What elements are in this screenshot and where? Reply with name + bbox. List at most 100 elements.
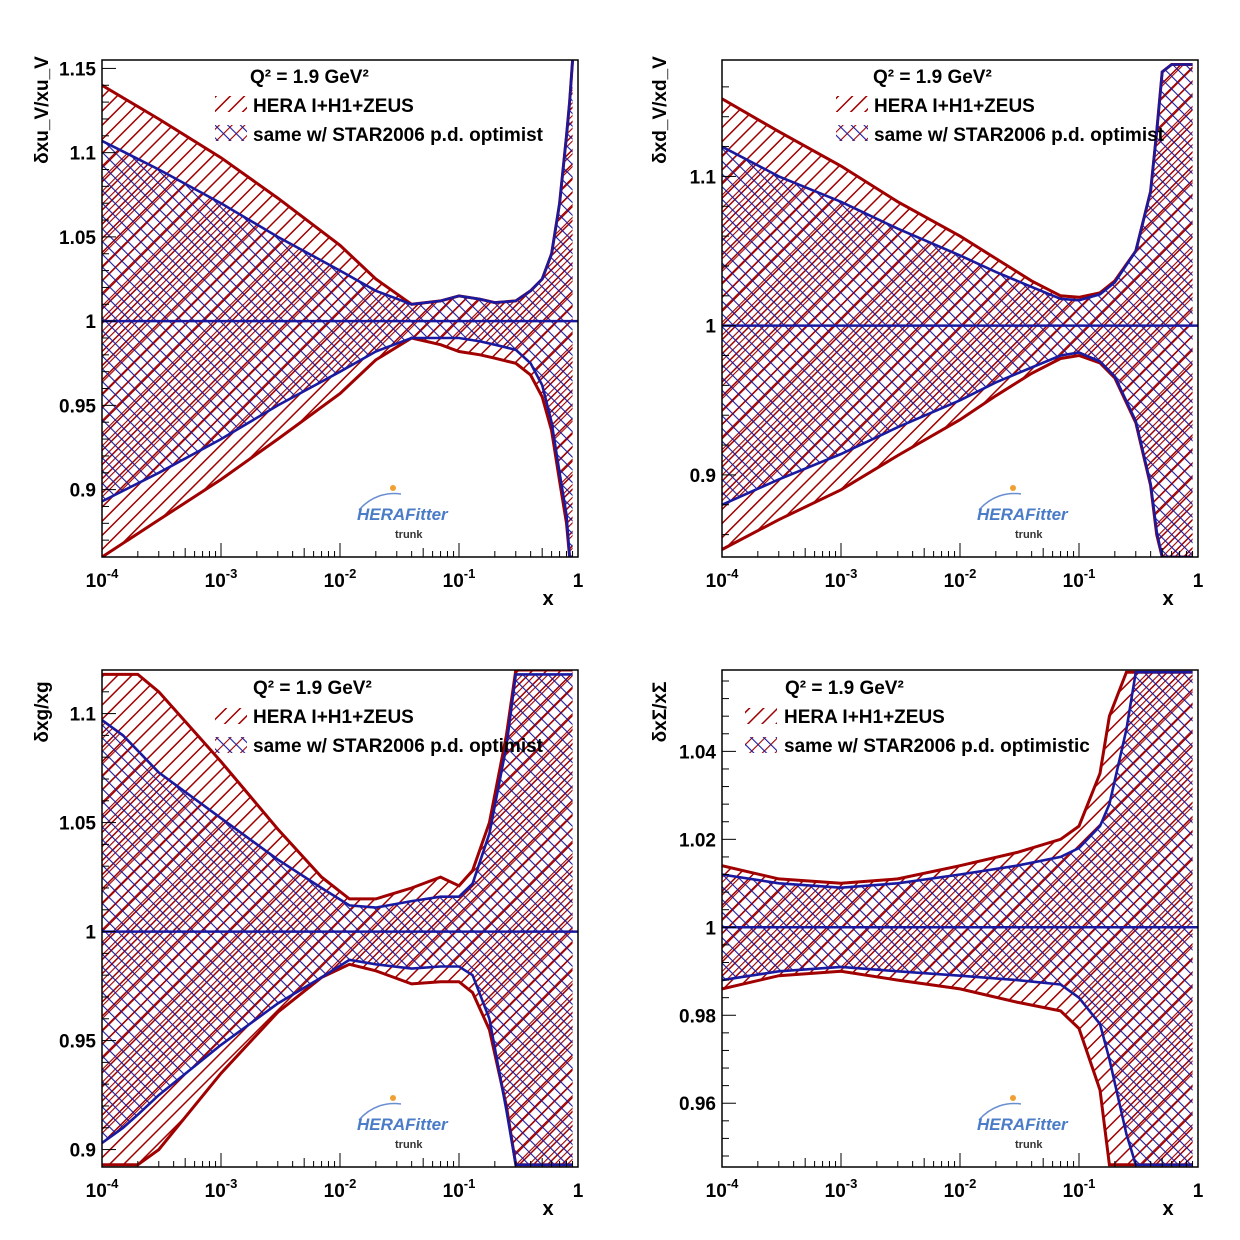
logo-sub-4: trunk xyxy=(1015,1139,1043,1151)
legend-swatch-hera-4 xyxy=(745,708,777,724)
line-star-lower xyxy=(722,351,1193,557)
plot-area-2: 10-4 10-3 10-2 10-1 1 0.9 1 1.1 xyxy=(690,59,1204,592)
y-tick-label: 1 xyxy=(85,312,96,333)
x-axis-label-1: x xyxy=(542,588,553,610)
y-tick-label: 1.04 xyxy=(679,742,716,763)
x-tick-label: 10-4 xyxy=(706,1176,739,1202)
line-hera-lower xyxy=(102,336,573,557)
logo-sub-1: trunk xyxy=(395,529,423,541)
legend-2: HERA I+H1+ZEUS same w/ STAR2006 p.d. opt… xyxy=(836,96,1165,146)
legend-swatch-hera-2 xyxy=(836,96,868,112)
y-tick-label: 0.9 xyxy=(70,1141,96,1162)
x-tick-label: 10-3 xyxy=(205,566,238,592)
logo-text-4: HERAFitter xyxy=(977,1115,1069,1134)
x-tick-label: 1 xyxy=(1193,571,1204,592)
plot-area-1: 10-4 10-3 10-2 10-1 1 0.9 0.95 1 1.05 1.1 1.15 xyxy=(59,59,584,592)
legend-label-hera-2: HERA I+H1+ZEUS xyxy=(874,96,1035,117)
legend-label-hera-4: HERA I+H1+ZEUS xyxy=(784,707,945,728)
y-axis-label-3: δxg/xg xyxy=(32,681,53,742)
y-tick-label: 1.05 xyxy=(59,814,96,835)
logo-text-3: HERAFitter xyxy=(357,1115,449,1134)
x-tick-label: 10-1 xyxy=(443,1176,476,1202)
line-star-upper xyxy=(722,63,1193,302)
logo-sub-3: trunk xyxy=(395,1139,423,1151)
y-tick-label: 1.1 xyxy=(70,705,97,726)
plot-area-3: 10-4 10-3 10-2 10-1 1 0.9 0.95 1 1.05 1.1 xyxy=(59,669,584,1202)
x-tick-label: 10-3 xyxy=(825,566,858,592)
legend-label-star-1: same w/ STAR2006 p.d. optimist xyxy=(253,125,544,146)
y-tick-label: 0.95 xyxy=(59,396,96,417)
logo-text-2: HERAFitter xyxy=(977,505,1069,524)
x-tick-label: 1 xyxy=(573,1181,584,1202)
band-star xyxy=(722,672,1193,1165)
line-star-lower xyxy=(102,958,573,1167)
legend-swatch-star-4 xyxy=(745,737,777,753)
logo-sub-2: trunk xyxy=(1015,529,1043,541)
logo-text-1: HERAFitter xyxy=(357,505,449,524)
line-star-lower xyxy=(722,965,1193,1167)
band-star xyxy=(102,60,573,557)
legend-1: HERA I+H1+ZEUS same w/ STAR2006 p.d. opt… xyxy=(215,96,544,146)
y-tick-label: 0.9 xyxy=(70,481,96,502)
y-tick-label: 0.98 xyxy=(679,1006,716,1027)
logo-2: HERAFitter trunk xyxy=(977,485,1069,541)
panel-2: 10-4 10-3 10-2 10-1 1 0.9 1 1.1 δxd_V/xd_V x Q²… xyxy=(650,56,1204,610)
x-tick-label: 10-4 xyxy=(86,1176,119,1202)
legend-label-hera-3: HERA I+H1+ZEUS xyxy=(253,707,414,728)
x-tick-label: 1 xyxy=(573,571,584,592)
legend-label-star-2: same w/ STAR2006 p.d. optimist xyxy=(874,125,1165,146)
panel-1: 10-4 10-3 10-2 10-1 1 0.9 0.95 1 1.05 1.1 1.15 δxu… xyxy=(32,56,584,610)
y-axis-label-2: δxd_V/xd_V xyxy=(650,56,671,164)
line-star-upper xyxy=(722,670,1193,890)
legend-label-hera-1: HERA I+H1+ZEUS xyxy=(253,96,414,117)
legend-swatch-hera-3 xyxy=(215,708,247,724)
y-axis-label-1: δxu_V/xu_V xyxy=(32,56,53,164)
x-tick-label: 10-3 xyxy=(825,1176,858,1202)
line-star-upper xyxy=(102,673,573,909)
y-tick-label: 1 xyxy=(85,923,96,944)
plot-area-4: 10-4 10-3 10-2 10-1 1 0.96 0.98 1 1.02 1.04 xyxy=(679,669,1204,1202)
y-tick-label: 1.1 xyxy=(70,144,97,165)
y-tick-label: 1.15 xyxy=(59,59,96,80)
legend-4: HERA I+H1+ZEUS same w/ STAR2006 p.d. opt… xyxy=(745,707,1090,757)
annotation-3: Q² = 1.9 GeV² xyxy=(253,678,372,699)
y-tick-label: 0.96 xyxy=(679,1094,716,1115)
x-tick-label: 10-1 xyxy=(1063,566,1096,592)
legend-swatch-star-1 xyxy=(215,125,247,141)
x-tick-label: 10-2 xyxy=(324,1176,357,1202)
panel-4: 10-4 10-3 10-2 10-1 1 0.96 0.98 1 1.02 1.04 δxΣ/x… xyxy=(650,669,1204,1220)
y-tick-label: 0.95 xyxy=(59,1032,96,1053)
legend-swatch-hera-1 xyxy=(215,96,247,112)
annotation-2: Q² = 1.9 GeV² xyxy=(873,67,992,88)
legend-label-star-3: same w/ STAR2006 p.d. optimist xyxy=(253,736,544,757)
annotation-1: Q² = 1.9 GeV² xyxy=(250,67,369,88)
x-tick-label: 10-2 xyxy=(324,566,357,592)
logo-3: HERAFitter trunk xyxy=(357,1095,449,1151)
x-tick-label: 10-2 xyxy=(944,1176,977,1202)
y-tick-label: 0.9 xyxy=(690,466,716,487)
legend-3: HERA I+H1+ZEUS same w/ STAR2006 p.d. opt… xyxy=(215,707,544,757)
x-tick-label: 10-1 xyxy=(443,566,476,592)
x-tick-label: 1 xyxy=(1193,1181,1204,1202)
line-star-upper xyxy=(102,60,574,306)
legend-label-star-4: same w/ STAR2006 p.d. optimistic xyxy=(784,736,1090,757)
y-tick-label: 1.05 xyxy=(59,228,96,249)
x-axis-label-2: x xyxy=(1162,588,1173,610)
y-tick-label: 1 xyxy=(705,918,716,939)
band-star xyxy=(102,674,573,1165)
band-star xyxy=(722,64,1193,557)
legend-swatch-star-2 xyxy=(836,125,868,141)
line-star-lower xyxy=(102,336,573,557)
x-tick-label: 10-4 xyxy=(86,566,119,592)
y-tick-label: 1 xyxy=(705,317,716,338)
x-tick-label: 10-4 xyxy=(706,566,739,592)
annotation-4: Q² = 1.9 GeV² xyxy=(785,678,904,699)
x-tick-label: 10-3 xyxy=(205,1176,238,1202)
x-tick-label: 10-1 xyxy=(1063,1176,1096,1202)
line-hera-upper xyxy=(102,670,573,901)
y-tick-label: 1.1 xyxy=(690,167,717,188)
logo-1: HERAFitter trunk xyxy=(357,485,449,541)
x-axis-label-4: x xyxy=(1162,1198,1173,1220)
